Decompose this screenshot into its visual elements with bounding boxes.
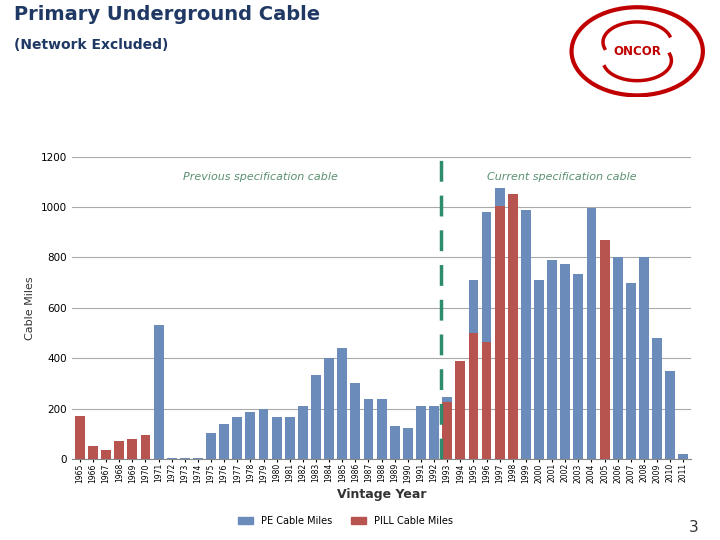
Bar [364,399,374,459]
Text: 3: 3 [688,519,698,535]
Bar [678,454,688,459]
Bar [403,428,413,459]
Bar [482,212,492,459]
Bar [102,450,111,459]
Bar [442,397,452,459]
Bar [495,188,505,459]
Text: Primary Underground Cable: Primary Underground Cable [14,5,320,24]
Bar [521,210,531,459]
Y-axis label: Cable Miles: Cable Miles [25,276,35,340]
Bar [600,338,610,459]
Bar [180,458,190,459]
Bar [573,274,583,459]
Bar [114,441,124,459]
Bar [246,413,256,459]
Bar [495,206,505,459]
Bar [429,406,439,459]
Bar [652,338,662,459]
Bar [665,371,675,459]
Bar [613,258,623,459]
Text: ONCOR: ONCOR [613,45,661,58]
Bar [442,402,452,459]
Bar [469,333,478,459]
Bar [508,194,518,459]
Bar [233,417,242,459]
Bar [482,342,492,459]
Text: Previous specification cable: Previous specification cable [183,172,338,182]
Bar [127,439,138,459]
Bar [75,416,85,459]
Bar [271,417,282,459]
Text: (Network Excluded): (Network Excluded) [14,38,168,52]
Bar [193,458,203,459]
Bar [639,258,649,459]
Bar [377,399,387,459]
Bar [390,426,400,459]
Bar [285,417,294,459]
Bar [167,458,176,459]
Circle shape [572,7,703,96]
Bar [311,375,321,459]
Bar [298,406,308,459]
Bar [140,435,150,459]
Bar [600,240,610,459]
Bar [88,458,98,459]
Bar [114,458,124,459]
Bar [455,361,465,459]
Bar [455,397,465,459]
Bar [140,458,150,459]
Bar [324,358,334,459]
Bar [206,433,216,459]
Bar [508,205,518,459]
Bar [258,409,269,459]
Bar [547,260,557,459]
Legend: PE Cable Miles, PILL Cable Miles: PE Cable Miles, PILL Cable Miles [235,512,456,530]
Bar [469,280,478,459]
Bar [153,326,163,459]
Bar [534,280,544,459]
Bar [560,264,570,459]
X-axis label: Vintage Year: Vintage Year [337,488,426,501]
Bar [127,458,138,459]
Bar [75,458,85,459]
Bar [102,458,111,459]
Bar [88,447,98,459]
Bar [416,406,426,459]
Bar [587,208,596,459]
Bar [338,348,347,459]
Bar [220,424,229,459]
Text: Current specification cable: Current specification cable [487,172,636,182]
Bar [351,383,360,459]
Bar [626,282,636,459]
